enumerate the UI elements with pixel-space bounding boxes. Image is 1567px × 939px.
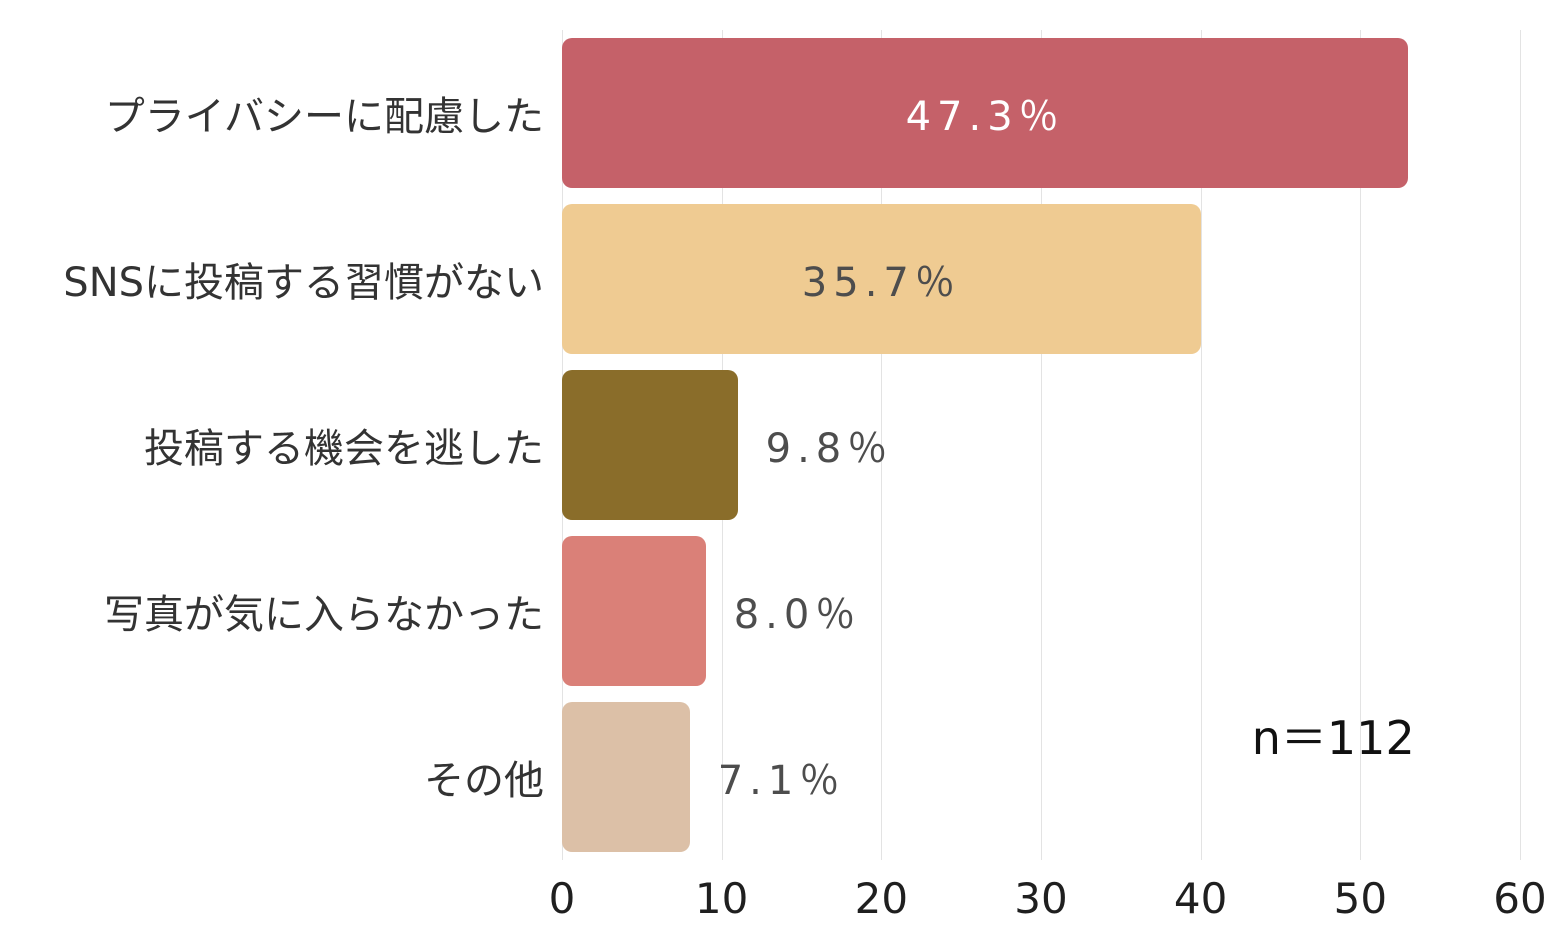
value-label: 9.8％: [765, 426, 894, 472]
gridline: [1200, 30, 1202, 860]
bar-row: 9.8％: [562, 362, 1520, 528]
x-axis: 0 10 20 30 40 50 60: [0, 860, 1547, 935]
category-label: SNSに投稿する習慣がない: [63, 260, 544, 306]
gridline: [1520, 30, 1521, 860]
gridline: [881, 30, 883, 860]
bars: 47.3％ 35.7％ 9.8％ 8.0％ 7.1％: [562, 30, 1520, 860]
bar-row: 47.3％: [562, 30, 1520, 196]
x-tick-label: 60: [1493, 874, 1547, 923]
category-labels: プライバシーに配慮した SNSに投稿する習慣がない投稿する機会を逃した写真が気に入…: [0, 30, 562, 860]
category-label: 投稿する機会を逃した: [144, 426, 544, 472]
category-label-row: プライバシーに配慮した: [0, 30, 544, 196]
category-label: 写真が気に入らなかった: [104, 592, 544, 638]
category-label-row: SNSに投稿する習慣がない: [0, 196, 544, 362]
x-tick-label: 50: [1333, 874, 1388, 923]
x-axis-ticks: 0 10 20 30 40 50 60: [549, 860, 1547, 935]
value-label: 47.3％: [905, 94, 1065, 140]
x-axis-spacer: [0, 860, 562, 935]
bar-row: 8.0％: [562, 528, 1520, 694]
bar: [562, 702, 690, 852]
x-tick-label: 40: [1173, 874, 1228, 923]
x-tick-label: 0: [548, 874, 576, 923]
sample-size-annotation: n＝112: [1251, 711, 1415, 766]
plot-area: 47.3％ 35.7％ 9.8％ 8.0％ 7.1％ n＝112: [562, 30, 1521, 860]
value-label: 35.7％: [801, 260, 961, 306]
category-label-row: その他: [0, 694, 544, 860]
x-tick-label: 20: [854, 874, 909, 923]
bar-row: 7.1％: [562, 694, 1520, 860]
value-label: 7.1％: [717, 758, 846, 804]
x-tick-label: 10: [694, 874, 749, 923]
bar: 35.7％: [562, 204, 1201, 354]
bar: 47.3％: [562, 38, 1409, 188]
category-label: プライバシーに配慮した: [104, 94, 544, 140]
gridline: [1041, 30, 1042, 860]
bar: [562, 536, 706, 686]
x-tick-label: 30: [1014, 874, 1068, 923]
chart-body: プライバシーに配慮した SNSに投稿する習慣がない投稿する機会を逃した写真が気に入…: [0, 30, 1521, 860]
bar: [562, 370, 738, 520]
bar-row: 35.7％: [562, 196, 1520, 362]
value-label: 8.0％: [733, 592, 862, 638]
category-label-row: 写真が気に入らなかった: [0, 528, 544, 694]
gridline: [1360, 30, 1362, 860]
category-label: その他: [424, 758, 544, 804]
category-label-row: 投稿する機会を逃した: [0, 362, 544, 528]
